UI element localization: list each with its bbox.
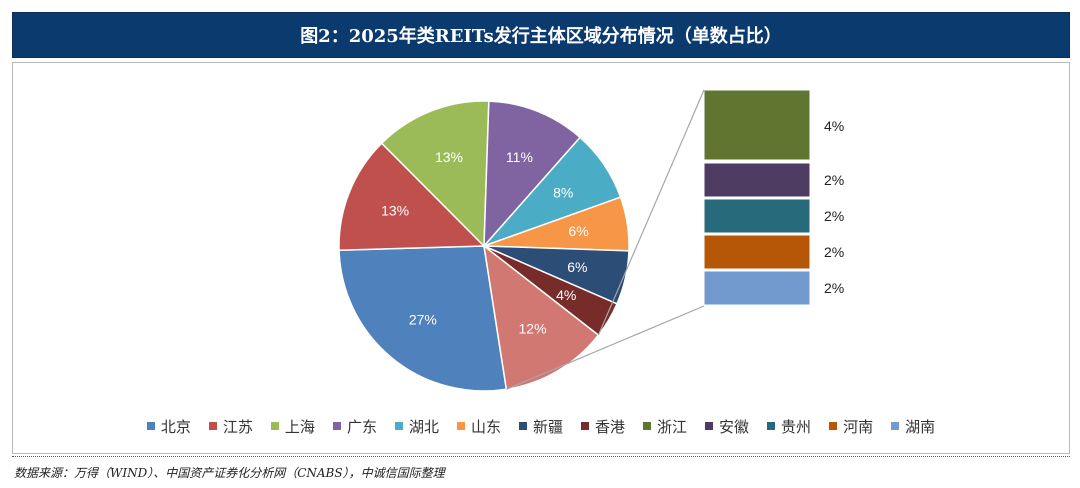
connector-line-top: [597, 89, 705, 336]
bar-segment-贵州: [703, 198, 811, 234]
legend-label: 北京: [160, 417, 191, 436]
legend-swatch: [581, 422, 589, 430]
slice-label-其他: 12%: [519, 320, 547, 336]
legend-label: 湖北: [408, 417, 439, 436]
legend-item-贵州: 贵州: [767, 416, 811, 437]
slice-label-江苏: 13%: [381, 203, 409, 219]
divider: [12, 456, 1070, 457]
pie-slice-上海: [380, 100, 490, 248]
slice-label-山东: 6%: [568, 223, 588, 239]
legend-swatch: [208, 422, 217, 430]
slice-label-新疆: 6%: [567, 259, 587, 275]
pie-slice-其他: [482, 244, 600, 391]
bar-segment-湖南: [703, 270, 811, 306]
legend-swatch: [767, 422, 776, 430]
pie-slice-江苏: [338, 142, 486, 252]
chart-legend: 北京 江苏 上海 广东 湖北 山东 新疆 香港 浙江 安徽 贵州 河南 湖南: [12, 414, 1070, 438]
source-note: 数据来源：万得（WIND）、中国资产证券化分析网（CNABS），中诚信国际整理: [14, 466, 445, 480]
legend-label: 山东: [470, 417, 501, 436]
bar-segment-安徽: [703, 162, 811, 198]
legend-item-山东: 山东: [456, 416, 501, 437]
legend-swatch: [643, 422, 652, 430]
bar-segment-河南: [703, 234, 811, 270]
pie-slice-北京: [338, 245, 508, 392]
legend-label: 上海: [284, 417, 315, 436]
legend-swatch: [891, 422, 900, 430]
legend-label: 香港: [595, 417, 626, 436]
legend-label: 河南: [843, 417, 874, 436]
legend-swatch: [394, 422, 403, 430]
slice-label-广东: 11%: [506, 149, 533, 165]
legend-item-新疆: 新疆: [518, 416, 563, 437]
legend-label: 贵州: [781, 417, 812, 436]
legend-label: 新疆: [532, 417, 563, 436]
legend-swatch: [518, 422, 527, 430]
legend-swatch: [705, 422, 714, 430]
legend-item-湖北: 湖北: [394, 416, 439, 437]
legend-item-香港: 香港: [581, 416, 625, 437]
legend-swatch: [829, 422, 838, 430]
bar-label-贵州: 2%: [824, 208, 844, 224]
legend-item-河南: 河南: [829, 416, 873, 437]
slice-label-湖北: 8%: [553, 184, 573, 200]
legend-item-浙江: 浙江: [643, 416, 687, 437]
slice-label-上海: 13%: [435, 149, 463, 165]
connector-line-bottom: [506, 305, 705, 390]
legend-item-江苏: 江苏: [208, 416, 253, 437]
legend-swatch: [332, 422, 341, 430]
legend-item-上海: 上海: [270, 416, 315, 437]
bar-label-安徽: 2%: [824, 172, 844, 188]
legend-label: 江苏: [222, 417, 253, 436]
legend-label: 广东: [346, 417, 377, 436]
bar-label-浙江: 4%: [824, 118, 844, 134]
legend-label: 浙江: [657, 417, 688, 436]
slice-label-北京: 27%: [409, 312, 437, 328]
bar-label-河南: 2%: [824, 244, 844, 260]
legend-swatch: [270, 422, 279, 430]
legend-item-安徽: 安徽: [705, 416, 749, 437]
slice-label-香港: 4%: [556, 287, 576, 303]
chart-title: 图2：2025年类REITs发行主体区域分布情况（单数占比）: [12, 12, 1070, 58]
legend-label: 安徽: [719, 417, 750, 436]
bar-segment-浙江: [703, 89, 811, 161]
legend-item-广东: 广东: [332, 416, 377, 437]
pie-chart-svg: 27% 13% 13% 11% 8% 6% 6% 4% 12% 4% 2% 2% 2% 2%: [338, 89, 844, 392]
legend-label: 湖南: [905, 417, 936, 436]
legend-swatch: [146, 422, 155, 430]
pie-slice-广东: [483, 100, 582, 249]
legend-item-北京: 北京: [146, 416, 191, 437]
chart-figure: 图2：2025年类REITs发行主体区域分布情况（单数占比） 27% 13% 13%…: [12, 12, 1070, 486]
legend-item-湖南: 湖南: [891, 416, 935, 437]
legend-swatch: [456, 422, 465, 430]
bar-label-湖南: 2%: [824, 280, 844, 296]
